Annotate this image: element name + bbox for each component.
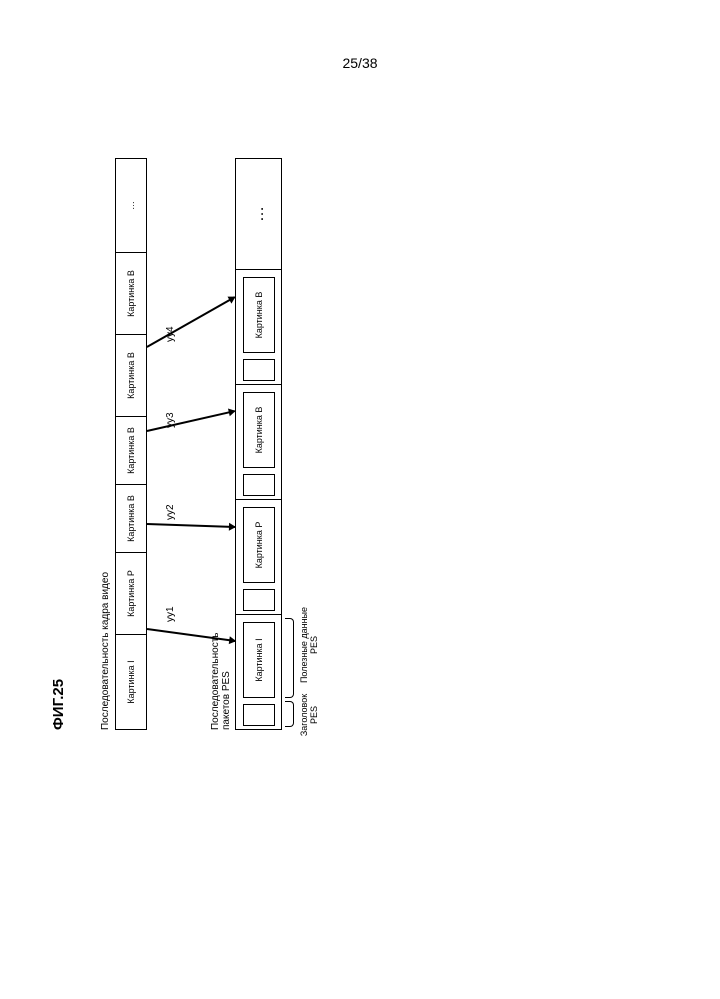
pes-payload-box: Картинка I bbox=[243, 622, 275, 698]
yy-label: yy2 bbox=[165, 504, 176, 520]
pes-payload-label: Полезные данные PES bbox=[299, 600, 319, 690]
video-frame: Картинка B bbox=[116, 416, 146, 484]
pes-header-box bbox=[243, 359, 275, 381]
page-number: 25/38 bbox=[342, 55, 377, 71]
pes-payload-box: Картинка P bbox=[243, 507, 275, 583]
video-frame-bar: Картинка IКартинка PКартинка BКартинка B… bbox=[115, 158, 147, 730]
video-frame: Картинка P bbox=[116, 552, 146, 634]
mapping-arrow bbox=[147, 297, 236, 348]
pes-packet: Картинка I bbox=[236, 614, 281, 729]
pes-packet: Картинка B bbox=[236, 384, 281, 499]
pes-header-box bbox=[243, 589, 275, 611]
pes-sequence-label: Последовательность пакетов PES bbox=[210, 633, 232, 730]
video-frame: Картинка B bbox=[116, 334, 146, 416]
pes-header-box bbox=[243, 704, 275, 726]
pes-header-box bbox=[243, 474, 275, 496]
pes-payload-box: Картинка B bbox=[243, 277, 275, 353]
pes-header-label: Заголовок PES bbox=[299, 685, 319, 745]
yy-label: yy1 bbox=[165, 606, 176, 622]
mapping-arrow bbox=[147, 524, 235, 528]
figure-label: ФИГ.25 bbox=[50, 679, 67, 730]
pes-packet-ellipsis: … bbox=[236, 159, 281, 269]
mapping-arrow bbox=[147, 411, 235, 432]
pes-packet: Картинка P bbox=[236, 499, 281, 614]
pes-packet: Картинка B bbox=[236, 269, 281, 384]
video-frame: … bbox=[116, 159, 146, 252]
video-frame: Картинка B bbox=[116, 484, 146, 552]
video-frame: Картинка I bbox=[116, 634, 146, 729]
figure-diagram: ФИГ.25 Последовательность кадра видео Ка… bbox=[60, 240, 660, 690]
video-sequence-label: Последовательность кадра видео bbox=[100, 572, 111, 730]
pes-payload-box: Картинка B bbox=[243, 392, 275, 468]
pes-packet-bar: Картинка I Картинка P Картинка B Картинка B… bbox=[235, 158, 282, 730]
video-frame: Картинка B bbox=[116, 252, 146, 334]
